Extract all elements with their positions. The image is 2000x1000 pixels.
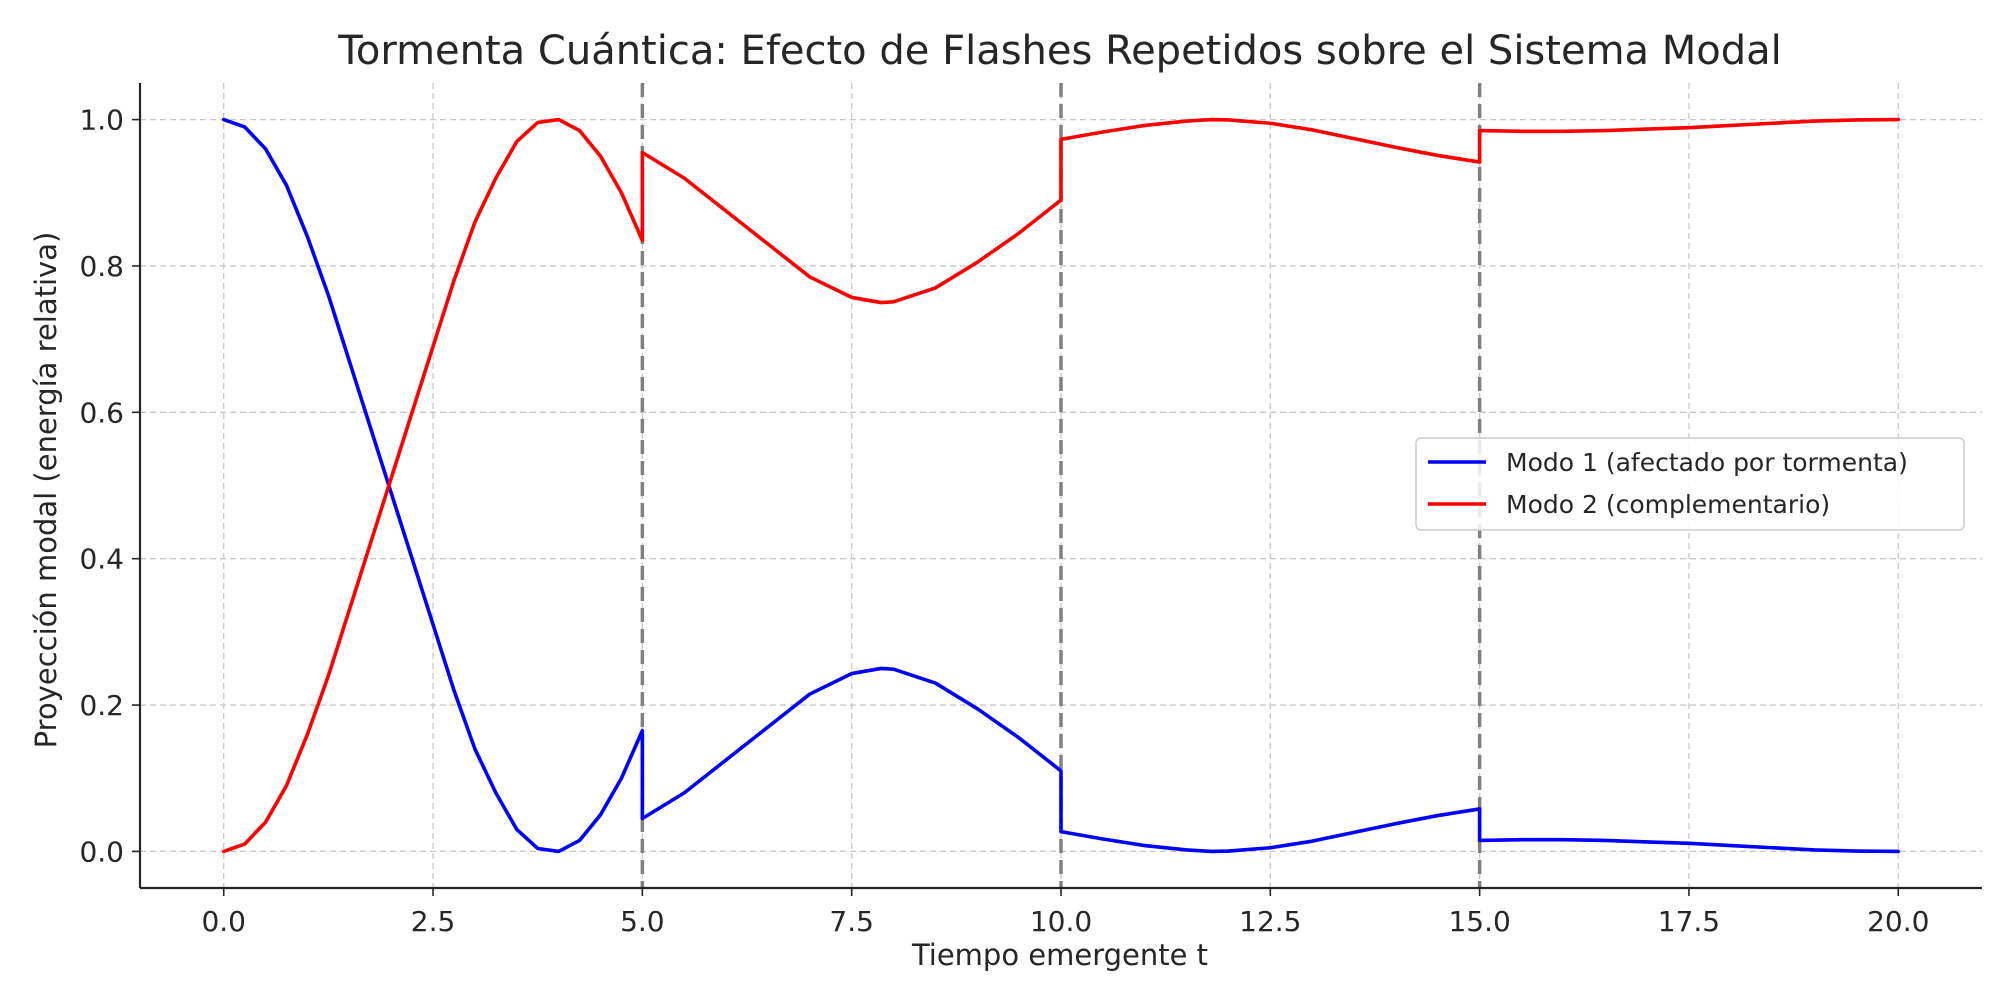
chart-title: Tormenta Cuántica: Efecto de Flashes Rep… (337, 28, 1782, 74)
tick-labels: 0.0 2.5 5.0 7.5 10.0 12.5 15.0 17.5 20.0 0.0 0.2 0.… (79, 104, 1929, 938)
x-tick-label: 12.5 (1239, 905, 1301, 938)
y-tick-label: 0.8 (79, 250, 124, 283)
y-tick-label: 0.4 (79, 543, 124, 576)
y-tick-label: 0.0 (79, 835, 124, 868)
legend-label-mode-1: Modo 1 (afectado por tormenta) (1506, 448, 1908, 477)
y-tick-label: 1.0 (79, 104, 124, 137)
series-line-mode-2 (221, 117, 1901, 854)
legend: Modo 1 (afectado por tormenta) Modo 2 (co… (1415, 437, 1965, 531)
legend-box (1415, 437, 1965, 531)
x-tick-label: 5.0 (620, 905, 665, 938)
legend-label-mode-2: Modo 2 (complementario) (1506, 490, 1830, 519)
x-tick-label: 20.0 (1867, 905, 1929, 938)
series-lines (221, 117, 1901, 854)
x-tick-label: 17.5 (1658, 905, 1720, 938)
x-tick-label: 0.0 (201, 905, 246, 938)
y-axis-label: Proyección modal (energía relativa) (29, 232, 63, 749)
series-line-mode-1 (221, 117, 1901, 854)
y-tick-label: 0.2 (79, 689, 124, 722)
x-tick-label: 10.0 (1030, 905, 1092, 938)
x-tick-label: 2.5 (411, 905, 456, 938)
x-axis-label: Tiempo emergente t (911, 938, 1208, 972)
x-tick-label: 15.0 (1448, 905, 1510, 938)
y-tick-label: 0.6 (79, 396, 124, 429)
x-tick-label: 7.5 (829, 905, 874, 938)
